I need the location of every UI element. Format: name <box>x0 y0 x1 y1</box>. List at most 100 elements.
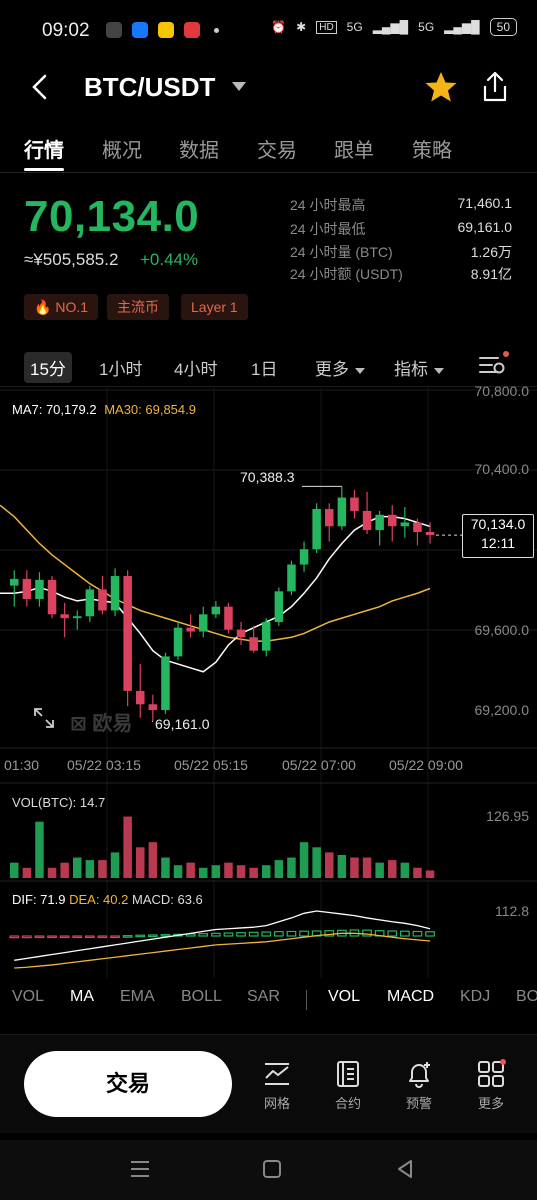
candle <box>287 560 296 596</box>
volume-bar <box>10 862 19 878</box>
macd-histogram-bar <box>84 935 95 939</box>
macd-histogram-bar <box>425 931 435 937</box>
candle <box>73 610 82 630</box>
ind-boll[interactable]: BOLL <box>181 988 222 1005</box>
candle-body <box>262 621 271 651</box>
ind-vol-sub[interactable]: VOL <box>328 988 361 1005</box>
alert-button[interactable]: 预警 <box>394 1059 444 1112</box>
macd-histogram-bar <box>72 935 83 939</box>
battery-indicator: 50 <box>489 18 517 36</box>
ind-ema[interactable]: EMA <box>120 988 155 1005</box>
macd-histogram-bar <box>324 930 335 937</box>
macd-histogram-bar <box>236 932 246 937</box>
last-price-tag-value: 70,134.0 <box>470 516 526 532</box>
low-annotation: 69,161.0 <box>155 716 210 732</box>
main-tabs: 行情 概况 数据 交易 跟单 策略 <box>0 128 537 173</box>
candle <box>123 570 132 707</box>
signal-label-2: 5G <box>418 20 435 34</box>
fiat-price: ≈¥505,585.2 <box>24 250 119 269</box>
volume-bar <box>337 854 347 878</box>
tab-market[interactable]: 行情 <box>24 140 64 162</box>
candle-body <box>136 690 145 705</box>
interval-1d[interactable]: 1日 <box>251 360 278 379</box>
tab-overview[interactable]: 概况 <box>102 140 142 162</box>
ind-sar[interactable]: SAR <box>247 988 280 1005</box>
volume-bar <box>22 867 32 878</box>
time-axis-label: 01:30 <box>4 757 40 773</box>
share-icon[interactable] <box>480 70 510 104</box>
bottom-action-bar: 交易 网格 合约 预警 更多 <box>0 1034 537 1133</box>
tab-strategy[interactable]: 策略 <box>412 140 452 162</box>
ind-boll-sub[interactable]: BO <box>516 988 537 1005</box>
interval-15m[interactable]: 15分 <box>24 352 72 383</box>
ind-ma[interactable]: MA <box>70 988 94 1005</box>
ind-macd[interactable]: MACD <box>387 988 435 1005</box>
volume-bar <box>136 847 145 878</box>
chevron-down-icon <box>355 367 365 374</box>
stat-high-label: 24 小时最高 <box>290 197 366 213</box>
tab-data[interactable]: 数据 <box>179 140 219 162</box>
candle-body <box>110 576 120 611</box>
volume-bar <box>173 865 183 878</box>
candle <box>148 694 158 722</box>
interval-4h[interactable]: 4小时 <box>174 360 218 379</box>
macd-histogram-bar <box>110 935 120 939</box>
candle <box>388 505 397 542</box>
candlestick-chart[interactable] <box>0 388 537 988</box>
macd-histogram-bar <box>34 935 45 939</box>
fullscreen-icon[interactable] <box>32 706 56 730</box>
star-icon[interactable] <box>424 70 458 104</box>
volume-bar <box>148 842 158 878</box>
macd-histogram-bar <box>248 931 259 937</box>
layer1-badge[interactable]: Layer 1 <box>181 294 248 320</box>
volume-bar <box>161 857 170 878</box>
contract-button[interactable]: 合约 <box>323 1059 373 1112</box>
ind-kdj[interactable]: KDJ <box>460 988 491 1005</box>
pair-title[interactable]: BTC/USDT <box>84 72 216 102</box>
volume-bar <box>199 867 208 878</box>
home-icon[interactable] <box>261 1158 283 1180</box>
candle <box>136 664 145 718</box>
last-price: 70,134.0 <box>24 192 200 241</box>
macd-histogram-bar <box>22 935 32 939</box>
back-icon[interactable] <box>394 1158 416 1180</box>
interval-1h[interactable]: 1小时 <box>99 360 143 379</box>
candle-body <box>123 576 132 691</box>
macd-histogram-bar <box>135 934 146 938</box>
more-intervals-dropdown[interactable]: 更多 <box>315 355 365 380</box>
stat-turnover-label: 24 小时额 (USDT) <box>290 266 403 282</box>
macd-legend: DIF: 71.9 DEA: 40.2 MACD: 63.6 <box>12 892 203 907</box>
candle <box>161 652 170 714</box>
tab-copy-trading[interactable]: 跟单 <box>334 140 374 162</box>
chevron-down-icon[interactable] <box>232 82 246 91</box>
indicator-dropdown[interactable]: 指标 <box>394 355 444 380</box>
trade-button[interactable]: 交易 <box>24 1051 232 1117</box>
chart-settings-icon[interactable] <box>476 350 510 380</box>
candle <box>337 486 347 531</box>
menu-icon[interactable] <box>128 1158 152 1180</box>
system-nav-bar <box>0 1140 537 1200</box>
macd-histogram-bar <box>362 929 372 937</box>
volume-bar <box>400 862 410 878</box>
watermark-logo: ⊠ 欧易 <box>70 707 132 736</box>
grid-trading-button[interactable]: 网格 <box>252 1059 302 1112</box>
candle-body <box>287 564 296 592</box>
volume-axis-max: 126.95 <box>486 808 529 824</box>
more-button[interactable]: 更多 <box>466 1059 516 1112</box>
macd-histogram-bar <box>47 935 57 939</box>
time-axis-label: 05/22 09:00 <box>389 757 463 773</box>
volume-bars <box>10 816 435 878</box>
candle <box>110 568 120 617</box>
candle-body <box>173 627 183 657</box>
signal-icon: ▂▄▆█ <box>372 20 409 34</box>
candle-body <box>47 579 57 615</box>
candle <box>312 503 321 554</box>
rank-badge[interactable]: 🔥 NO.1 <box>24 294 99 320</box>
mainstream-badge[interactable]: 主流币 <box>107 294 169 320</box>
back-arrow-icon[interactable] <box>26 72 56 102</box>
candle <box>400 507 410 538</box>
macd-histogram-bar <box>274 931 284 937</box>
grid-trading-label: 网格 <box>263 1096 290 1111</box>
ind-vol-main[interactable]: VOL <box>12 988 45 1005</box>
tab-trades[interactable]: 交易 <box>257 140 297 162</box>
